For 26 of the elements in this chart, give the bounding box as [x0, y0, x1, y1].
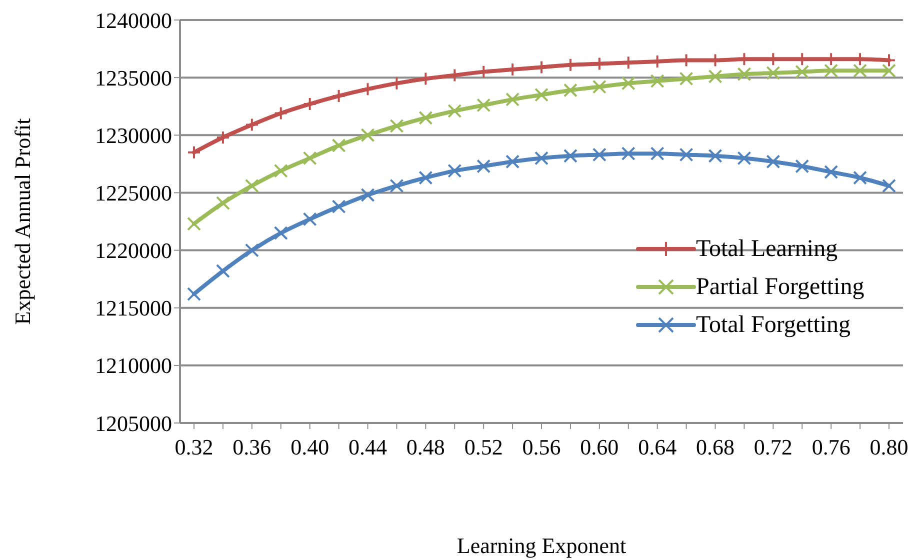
y-tick-label: 1235000 [95, 65, 172, 90]
x-tick-label: 0.32 [174, 434, 214, 460]
x-tick-label: 0.44 [348, 434, 387, 460]
legend-label: Total Learning [696, 236, 838, 262]
y-tick-label: 1220000 [95, 238, 172, 264]
y-tick-label: 1240000 [95, 8, 172, 33]
y-tick-label: 1230000 [95, 122, 172, 148]
x-tick-label: 0.68 [696, 434, 734, 460]
x-tick-label: 0.36 [232, 434, 272, 460]
x-tick-label: 0.48 [406, 434, 445, 460]
x-axis-title: Learning Exponent [456, 533, 626, 558]
x-tick-label: 0.80 [870, 434, 908, 460]
x-tick-label: 0.64 [638, 434, 677, 460]
x-tick-label: 0.76 [812, 434, 850, 460]
x-tick-label: 0.52 [464, 434, 503, 460]
y-tick-label: 1225000 [95, 180, 172, 206]
legend-label: Total Forgetting [696, 312, 851, 338]
legend-label: Partial Forgetting [696, 274, 864, 300]
y-tick-label: 1215000 [95, 296, 172, 321]
y-tick-label: 1210000 [95, 353, 172, 378]
x-tick-label: 0.60 [580, 434, 619, 460]
x-tick-label: 0.72 [754, 434, 792, 460]
y-axis-title: Expected Annual Profit [10, 118, 35, 325]
x-tick-label: 0.40 [290, 434, 330, 460]
x-tick-label: 0.56 [522, 434, 561, 460]
y-tick-label: 1205000 [95, 410, 172, 436]
